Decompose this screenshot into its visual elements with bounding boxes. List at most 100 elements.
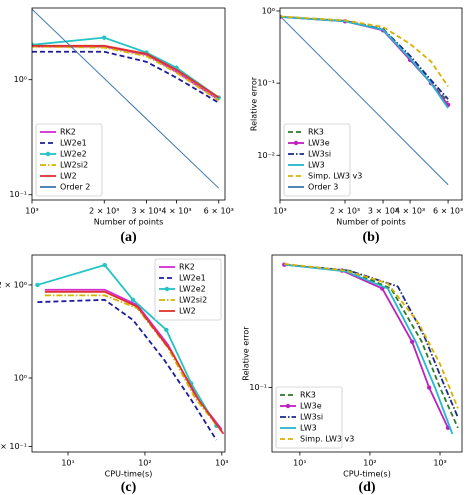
legend-box: [275, 386, 343, 449]
series-line: [280, 15, 449, 186]
legend: RK2 LW2e1 LW2e2 LW2si2 LW2: [154, 258, 222, 321]
x-tick-label: 10³: [215, 459, 228, 468]
x-tick-label: 2 × 10³: [330, 207, 360, 216]
series-line: [284, 263, 459, 429]
legend: RK3 LW3e LW3si LW3 Simp. LW3 v3: [275, 386, 354, 449]
legend-label: Simp. LW3 v3: [308, 172, 362, 181]
legend-label: RK2: [60, 128, 76, 137]
series-line: [280, 15, 449, 87]
series-line: [32, 45, 220, 101]
legend-label: LW2si2: [60, 161, 88, 170]
legend-label: Simp. LW3 v3: [300, 435, 354, 444]
y-tick-label: 10⁰: [14, 373, 27, 382]
axes-frame: [31, 254, 226, 453]
y-axis-label: Relative error: [242, 326, 251, 381]
x-tick-label: 10²: [363, 459, 376, 468]
x-tick-label: 4 × 10³: [395, 207, 425, 216]
series-line: [32, 50, 220, 104]
x-tick-label: 10³: [433, 459, 446, 468]
x-tick-label: 3 × 10³: [368, 207, 398, 216]
y-tick-label: 10⁻¹: [257, 79, 275, 88]
x-axis-label: CPU-time(s): [105, 470, 153, 479]
subplot: 10¹ 10² 10³ 10⁻¹ CPU-time(s) Relative error (d…: [242, 254, 463, 495]
legend-label: LW2si2: [179, 296, 207, 305]
series-line: [284, 263, 459, 409]
panel-label: (c): [121, 480, 137, 495]
legend-label: LW3si: [300, 413, 323, 422]
legend-label: LW2: [179, 307, 196, 316]
legend-label: LW3: [300, 424, 317, 433]
legend-box: [35, 123, 103, 197]
legend-label: LW2e2: [179, 285, 206, 294]
legend-box: [154, 258, 222, 321]
x-axis-label: CPU-time(s): [343, 470, 391, 479]
x-tick-label: 6 × 10³: [204, 207, 234, 216]
legend-marker: [45, 151, 51, 157]
y-tick-label: 10⁻²: [257, 151, 275, 160]
axes-frame: [271, 254, 463, 453]
x-tick-label: 10³: [273, 207, 286, 216]
series-line: [32, 8, 220, 189]
plot-area: [32, 8, 221, 189]
legend-label: RK3: [300, 391, 316, 400]
series-line: [280, 15, 449, 100]
y-tick-label: 6 × 10⁻¹: [0, 442, 27, 451]
x-axis-label: Number of points: [94, 218, 164, 227]
y-tick-label: 10⁻¹: [249, 383, 267, 392]
legend-label: Order 2: [60, 183, 90, 192]
y-tick-label: 10⁰: [262, 6, 275, 15]
x-tick-label: 2 × 10³: [89, 207, 119, 216]
legend-marker: [293, 140, 299, 146]
legend-label: LW3: [308, 161, 325, 170]
legend-label: LW2: [60, 172, 77, 181]
legend-marker: [285, 403, 291, 409]
x-tick-label: 3 × 10³: [131, 207, 161, 216]
legend: RK2 LW2e1 LW2e2 LW2si2 LW2 Order 2: [35, 123, 103, 197]
marker: [409, 339, 415, 344]
y-tick-label: 2 × 10⁰: [0, 280, 27, 289]
axes-frame: [31, 7, 226, 201]
series-line: [280, 15, 449, 103]
series-line: [37, 263, 218, 427]
legend-label: LW3e: [300, 402, 322, 411]
marker: [102, 262, 107, 268]
series-line: [32, 45, 220, 102]
panel-label: (d): [358, 480, 375, 495]
legend-box: [283, 123, 351, 197]
y-tick-label: 10⁻¹: [9, 190, 27, 199]
marker: [35, 282, 40, 288]
x-tick-label: 10²: [138, 459, 151, 468]
series-line: [280, 15, 449, 109]
marker: [426, 385, 432, 390]
x-tick-label: 10³: [25, 207, 38, 216]
panel-label: (b): [362, 230, 379, 245]
plot-area: [280, 14, 451, 186]
legend-label: LW2e1: [60, 139, 87, 148]
legend-label: LW2e1: [179, 274, 206, 283]
legend: RK3 LW3e LW3si LW3 Simp. LW3 v3 Order 3: [283, 123, 362, 197]
x-tick-label: 10¹: [61, 459, 74, 468]
plot-area: [282, 262, 459, 435]
series-line: [32, 44, 220, 99]
panel-label: (a): [120, 230, 137, 245]
marker: [164, 327, 169, 333]
series-line: [280, 15, 449, 106]
y-tick-label: 10⁰: [14, 75, 27, 84]
legend-label: RK2: [179, 263, 195, 272]
subplot: 10¹ 10² 10³ 6 × 10⁻¹ 10⁰ 2 × 10⁰ CPU-time(s)(c…: [0, 254, 229, 495]
legend-label: RK3: [308, 128, 324, 137]
x-tick-label: 10¹: [293, 459, 306, 468]
x-tick-label: 4 × 10³: [161, 207, 191, 216]
series-line: [37, 298, 218, 441]
x-axis-label: Number of points: [336, 218, 406, 227]
legend-marker: [164, 286, 170, 292]
subplot: 10³ 2 × 10³ 3 × 10³ 4 × 10³ 6 × 10³ 10⁻¹ 10⁰ Nu…: [9, 7, 234, 245]
series-line: [44, 290, 225, 435]
legend-label: LW3si: [308, 150, 331, 159]
legend-label: LW2e2: [60, 150, 87, 159]
axes-frame: [279, 7, 463, 201]
legend-label: Order 3: [308, 183, 338, 192]
legend-label: LW3e: [308, 139, 330, 148]
